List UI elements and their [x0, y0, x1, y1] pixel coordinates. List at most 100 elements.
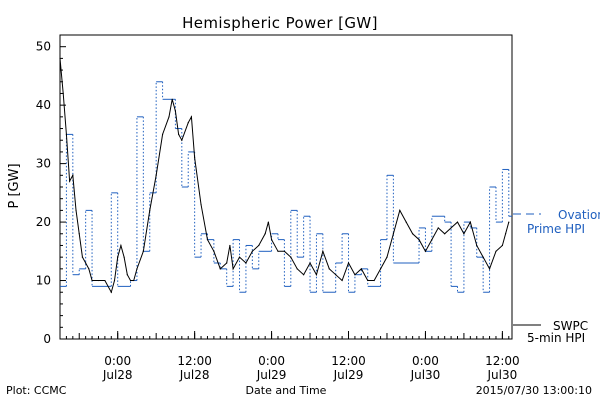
- swpc-data-point: [245, 262, 247, 264]
- swpc-data-point: [200, 203, 202, 206]
- swpc-data-point: [110, 291, 112, 293]
- swpc-data-point: [309, 262, 311, 264]
- x-tick-date: Jul28: [179, 368, 210, 382]
- swpc-line: [59, 58, 510, 294]
- y-tick-label: 20: [36, 215, 51, 229]
- swpc-data-point: [354, 274, 356, 276]
- swpc-data-point: [229, 244, 231, 247]
- swpc-data-point: [277, 250, 279, 252]
- swpc-data-point: [424, 250, 427, 252]
- swpc-data-point: [155, 174, 157, 176]
- swpc-data-point: [123, 256, 125, 258]
- series-swpc-5min-hpi: [59, 57, 510, 294]
- swpc-data-point: [181, 139, 183, 141]
- y-tick-label: 10: [36, 274, 51, 288]
- swpc-data-point: [450, 227, 452, 229]
- swpc-data-point: [270, 239, 273, 241]
- swpc-data-point: [133, 279, 135, 282]
- swpc-data-point: [290, 256, 292, 258]
- swpc-data-point: [219, 268, 221, 270]
- swpc-data-point: [412, 233, 414, 235]
- swpc-data-point: [117, 256, 119, 258]
- x-tick-date: Jul28: [102, 368, 133, 382]
- swpc-data-point: [129, 279, 132, 282]
- swpc-data-point: [347, 262, 350, 264]
- footer-center: Date and Time: [246, 384, 327, 397]
- swpc-data-point: [456, 221, 459, 223]
- x-tick-time: 12:00: [485, 354, 520, 368]
- footer-left: Plot: CCMC: [6, 384, 67, 397]
- x-tick-date: Jul30: [487, 368, 518, 382]
- x-ticks: 0:00Jul2812:00Jul280:00Jul2912:00Jul290:…: [59, 331, 520, 382]
- swpc-data-point: [174, 110, 177, 112]
- swpc-data-point: [187, 122, 189, 124]
- y-tick-label: 30: [36, 157, 51, 171]
- swpc-data-point: [126, 274, 128, 276]
- swpc-data-point: [405, 221, 407, 223]
- swpc-data-point: [335, 274, 337, 276]
- legend-ovation-label-line1: Ovation: [558, 208, 600, 222]
- swpc-data-point: [315, 274, 318, 276]
- swpc-data-point: [226, 262, 228, 264]
- x-tick-time: 0:00: [412, 354, 439, 368]
- chart-title: Hemispheric Power [GW]: [182, 14, 378, 32]
- swpc-data-point: [113, 279, 116, 282]
- swpc-data-point: [62, 92, 64, 95]
- swpc-data-point: [386, 256, 388, 258]
- legend-swpc-label-line1: SWPC: [553, 319, 588, 333]
- swpc-data-point: [328, 268, 330, 270]
- swpc-data-point: [392, 233, 394, 235]
- swpc-data-point: [97, 279, 100, 282]
- swpc-data-point: [508, 221, 510, 223]
- legend-swpc-label-line2: 5-min HPI: [527, 331, 585, 345]
- swpc-data-point: [322, 250, 324, 252]
- swpc-data-point: [194, 157, 196, 159]
- swpc-data-point: [149, 209, 151, 211]
- swpc-data-point: [65, 133, 68, 135]
- swpc-data-point: [373, 279, 375, 282]
- swpc-data-point: [238, 256, 241, 258]
- x-tick-date: Jul29: [256, 368, 287, 382]
- swpc-data-point: [136, 268, 138, 270]
- swpc-data-point: [488, 268, 491, 270]
- swpc-data-point: [360, 268, 362, 270]
- swpc-data-point: [379, 268, 382, 270]
- swpc-data-point: [161, 133, 164, 135]
- swpc-data-point: [501, 244, 503, 247]
- x-tick-time: 12:00: [331, 354, 366, 368]
- swpc-data-point: [120, 244, 122, 247]
- swpc-data-point: [59, 57, 61, 59]
- swpc-data-point: [476, 244, 478, 247]
- swpc-data-point: [251, 250, 253, 252]
- swpc-data-point: [78, 233, 80, 235]
- plot-frame: [59, 34, 513, 340]
- series-layer: [59, 57, 512, 294]
- legend: Ovation Prime HPI SWPC 5-min HPI: [513, 208, 600, 345]
- swpc-data-point: [91, 279, 93, 282]
- swpc-data-point: [264, 233, 266, 235]
- swpc-data-point: [469, 221, 471, 223]
- swpc-data-point: [283, 250, 285, 252]
- swpc-data-point: [69, 180, 71, 182]
- x-tick-time: 0:00: [258, 354, 285, 368]
- swpc-data-point: [75, 209, 77, 211]
- swpc-data-point: [341, 279, 343, 282]
- swpc-data-point: [258, 244, 260, 247]
- legend-ovation-label-line2: Prime HPI: [527, 222, 585, 236]
- swpc-data-point: [303, 274, 305, 276]
- swpc-data-point: [495, 250, 497, 252]
- swpc-data-point: [72, 174, 74, 176]
- swpc-data-point: [213, 250, 215, 252]
- y-tick-label: 40: [36, 98, 51, 112]
- swpc-data-point: [206, 239, 209, 241]
- y-axis-label: P [GW]: [7, 163, 22, 208]
- x-tick-date: Jul29: [333, 368, 364, 382]
- swpc-data-point: [88, 268, 90, 270]
- swpc-data-point: [85, 262, 87, 264]
- series-ovation-prime-hpi: [60, 81, 512, 293]
- y-tick-label: 50: [36, 40, 51, 54]
- swpc-data-point: [81, 256, 84, 258]
- swpc-data-point: [504, 233, 507, 235]
- swpc-data-point: [437, 227, 439, 229]
